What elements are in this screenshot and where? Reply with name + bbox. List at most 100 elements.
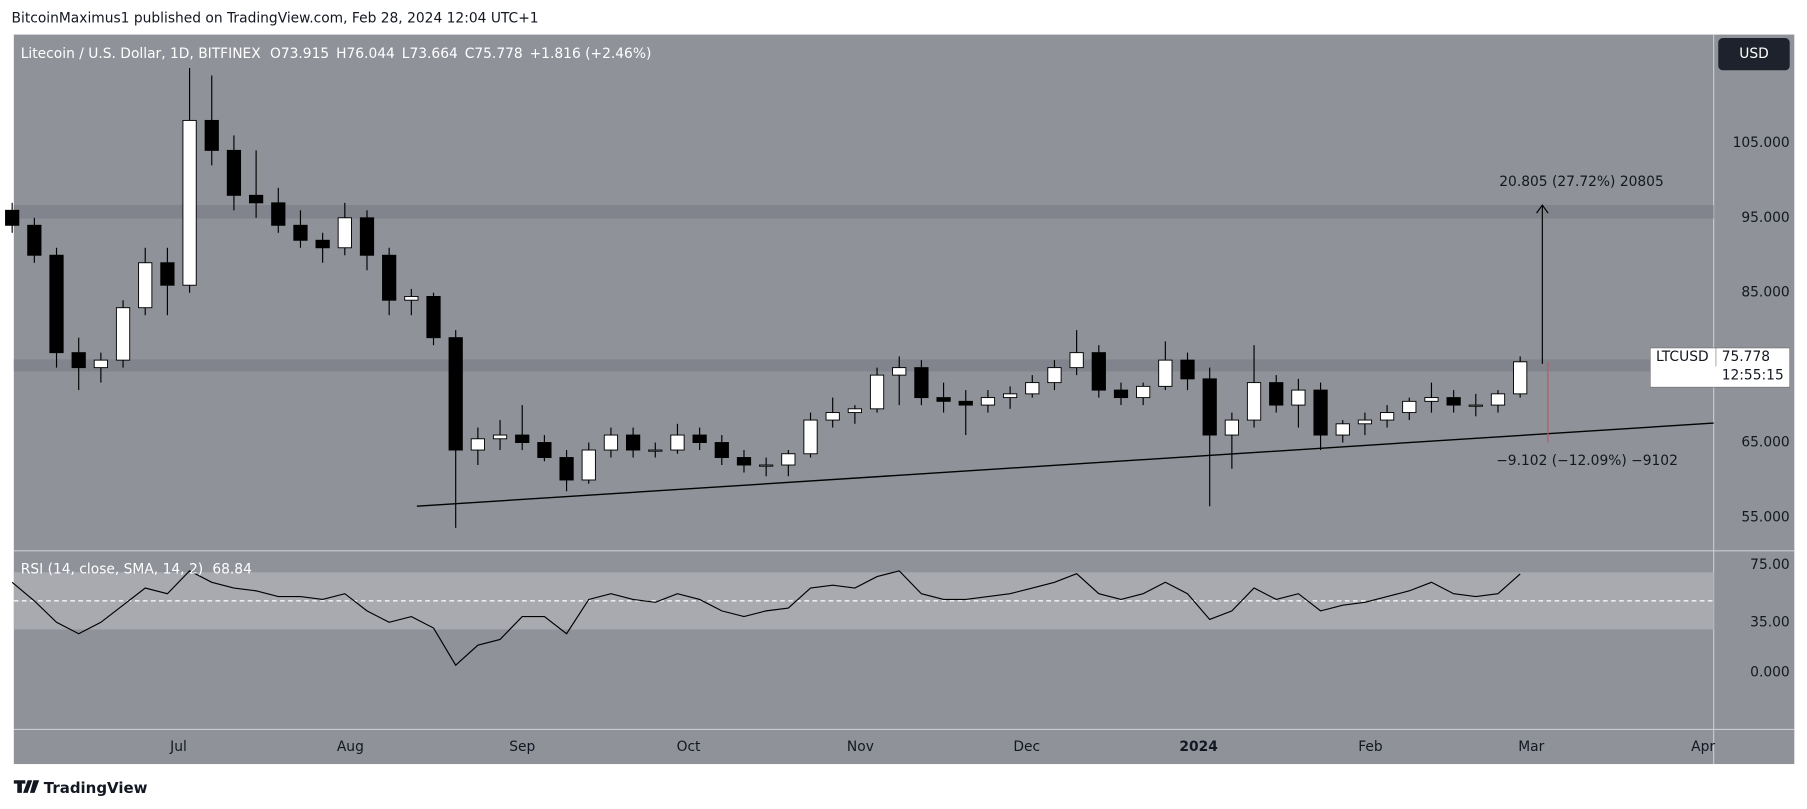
y-tick-label: 105.000 [1733,135,1790,151]
candle-body [1180,359,1195,380]
rsi-legend: RSI (14, close, SMA, 14, 2) 68.84 [21,561,252,577]
candle-body [248,194,264,204]
price-label-box [1649,347,1791,388]
candle-body [315,239,330,249]
candle-body [625,434,641,451]
candle-body [1424,397,1439,402]
candle-body [537,442,552,458]
candle-body [138,262,153,309]
candle-body [714,442,729,458]
candle-body [892,367,907,376]
currency-button[interactable] [1718,38,1790,71]
candle-body [382,254,397,301]
rsi-last: 68.84 [212,561,252,577]
candle-body [1490,393,1506,406]
candle-body [803,419,818,455]
plot: Jul Aug Sep Oct Nov Dec 2024 Feb Mar Apr 55.000 65.… [5,46,1791,755]
candle-body [404,295,419,301]
candle-body [204,119,219,151]
candle-body [759,464,774,467]
chart-pane [13,34,1795,765]
candle-body [1402,400,1417,414]
measure-label: −9.102 (−12.09%) −9102 [1496,453,1678,469]
candle-body [1246,382,1262,421]
y-tick-label: 65.000 [1741,435,1789,451]
candle-body [1224,419,1239,436]
ohlc-value: 75.778 [474,46,522,62]
y-tick-label: 0.000 [1750,664,1790,680]
candle-body [359,217,375,256]
candle-body [426,295,441,339]
candle-body [1136,385,1151,399]
candle-body [1025,382,1040,395]
candle-body [670,434,685,451]
x-tick-label: Sep [509,739,535,755]
ohlc-value: 76.044 [346,46,395,62]
candle-body [49,254,64,354]
candle-body [27,224,42,256]
candle-body [936,397,951,402]
price-label-countdown: 12:55:15 [1722,368,1784,384]
ohlc-key: L [402,46,410,62]
legend: Litecoin / U.S. Dollar, 1D, BITFINEX O73.… [21,46,652,62]
candle-body [869,374,885,410]
candle-body [980,397,996,406]
candle-body [1513,361,1528,395]
candle-body [1379,412,1395,421]
candle-body [1335,423,1350,436]
candle-body [115,307,131,361]
candle-body [1202,378,1217,436]
candle-body [736,457,752,466]
change: +1.816 (+2.46%) [530,46,652,62]
brand: TradingView [44,779,148,797]
candle-body [692,434,707,443]
measure-label: 20.805 (27.72%) 20805 [1499,174,1664,190]
ohlc-key: H [336,46,346,62]
byline: BitcoinMaximus1 published on TradingView… [12,10,539,26]
x-tick-label: Apr [1691,739,1715,755]
candle-body [847,408,862,414]
candle-body [1446,397,1461,406]
candle-body [1113,389,1129,399]
x-tick-label: 2024 [1179,739,1217,755]
candle-body [1291,389,1306,406]
price-label-value: 75.778 [1722,349,1770,365]
candle-body [71,352,86,369]
candle-body [1002,393,1018,399]
rsi-title: RSI (14, close, SMA, 14, 2) [21,561,203,577]
candle-body [1158,359,1173,387]
candle-body [825,412,840,421]
x-tick-label: Dec [1013,739,1040,755]
x-tick-label: Aug [337,739,364,755]
arrow-head [1536,204,1549,214]
candle-body [160,262,175,286]
candle-body [1047,367,1062,384]
candle-body [1269,382,1284,406]
x-tick-label: Feb [1358,739,1383,755]
candle-body [581,449,596,481]
y-tick-label: 85.000 [1741,285,1789,301]
x-tick-label: Oct [677,739,701,755]
rsi-line [11,570,1521,667]
x-tick-label: Jul [169,739,187,755]
candle-body [293,224,308,241]
candle-body [648,449,663,452]
y-tick-label: 95.000 [1741,210,1789,226]
ohlc-value: 73.664 [409,46,458,62]
candle-body [1313,389,1328,436]
candle-body [958,400,973,406]
candle-body [5,209,20,226]
candle-body [1069,352,1084,369]
ohlc-key: C [465,46,475,62]
y-tick-label: 35.00 [1750,614,1790,630]
candle-body [1468,404,1483,407]
zone [13,205,1714,219]
currency-label[interactable]: USD [1739,46,1769,62]
candle-body [337,217,352,249]
candle-body [914,367,929,399]
x-tick-label: Mar [1518,739,1544,755]
candle-body [1357,419,1373,425]
candle-body [470,438,485,451]
